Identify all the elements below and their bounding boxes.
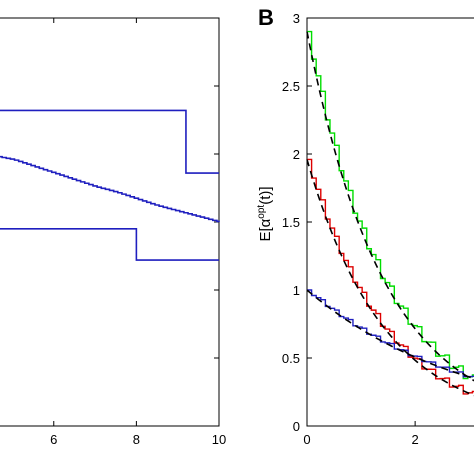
panel-b-y-tick-label-2: 2 <box>293 147 300 162</box>
panel-b-letter: B <box>258 5 274 30</box>
panel-a-series-line-2 <box>0 228 219 261</box>
panel-a: 6 8 10 <box>0 17 226 447</box>
panel-b-y-tick-label-2.5: 2.5 <box>282 79 300 94</box>
panel-b-fit-curve-1 <box>306 31 474 382</box>
panel-a-series-line-1 <box>0 109 219 174</box>
panel-a-series <box>0 109 220 261</box>
panel-b-y-axis-label-sup: opt <box>256 205 267 219</box>
panel-b: B 0 0.5 1 1.5 2 2.5 3 0 2 E[αopt(t)] <box>256 5 474 447</box>
panel-b-fit-curves <box>306 31 474 397</box>
panel-b-y-tick-labels: 0 0.5 1 1.5 2 2.5 3 <box>282 11 300 434</box>
panel-a-series-line-3 <box>0 155 220 223</box>
panel-b-x-tick-label-2: 2 <box>412 432 419 447</box>
panel-b-y-tick-label-3: 3 <box>293 11 300 26</box>
panel-b-y-tick-label-0.5: 0.5 <box>282 351 300 366</box>
panel-a-ticks <box>53 18 220 426</box>
panel-b-fit-curve-3 <box>306 289 474 380</box>
panel-b-ticks <box>306 17 416 427</box>
panel-b-y-tick-label-0: 0 <box>293 419 300 434</box>
panel-a-x-tick-label-8: 8 <box>133 432 140 447</box>
panel-a-x-tick-label-6: 6 <box>50 432 57 447</box>
panel-b-series-line-1 <box>307 30 474 380</box>
panel-b-y-axis-label-end: (t)] <box>257 186 274 204</box>
panel-b-y-axis-label-main: E[α <box>257 218 274 241</box>
panel-b-x-tick-labels: 0 2 <box>303 432 418 447</box>
panel-a-plot-frame <box>0 17 220 427</box>
panel-b-y-tick-label-1.5: 1.5 <box>282 215 300 230</box>
panel-b-fit-curve-2 <box>306 159 474 397</box>
panel-b-y-axis-label: E[αopt(t)] <box>256 186 274 241</box>
panel-b-y-tick-label-1: 1 <box>293 283 300 298</box>
panel-a-x-tick-label-10: 10 <box>212 432 226 447</box>
panel-b-x-tick-label-0: 0 <box>303 432 310 447</box>
panel-b-series <box>307 30 474 395</box>
panel-a-tick-labels: 6 8 10 <box>50 432 226 447</box>
